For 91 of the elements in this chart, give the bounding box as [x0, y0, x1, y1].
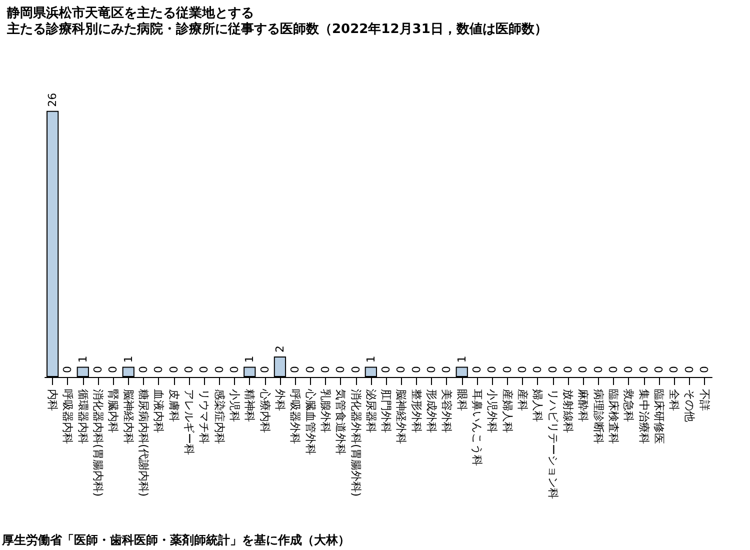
data-label: 0 — [394, 366, 408, 373]
x-tick-label: 美容外科 — [440, 389, 454, 433]
data-label: 0 — [410, 366, 423, 373]
data-label: 0 — [682, 366, 696, 373]
x-tick-label: 脳神経内科 — [122, 389, 135, 444]
data-label: 0 — [668, 366, 681, 373]
data-label: 0 — [182, 366, 196, 373]
x-tick-label: 乳腺外科 — [318, 389, 332, 433]
data-label: 0 — [152, 366, 166, 373]
data-label: 0 — [546, 366, 560, 373]
data-label: 0 — [425, 366, 438, 373]
x-tick-label: 小児科 — [228, 389, 241, 422]
x-tick-label: 形成外科 — [425, 389, 438, 433]
x-tick-label: 消化器外科(胃腸外科) — [349, 389, 362, 497]
data-label: 2 — [273, 346, 286, 353]
x-tick-label: 小児外科 — [486, 389, 499, 433]
data-label: 0 — [167, 366, 180, 373]
data-label: 1 — [455, 356, 468, 363]
data-label: 0 — [622, 366, 636, 373]
x-tick-label: 外科 — [273, 389, 286, 411]
data-label: 0 — [212, 366, 226, 373]
data-label: 0 — [486, 366, 499, 373]
x-tick-label: 肛門外科 — [380, 389, 393, 433]
data-label: 0 — [228, 366, 241, 373]
data-label: 0 — [606, 366, 620, 373]
x-tick-label: 内科 — [46, 389, 60, 411]
x-tick-label: 泌尿器科 — [364, 389, 378, 433]
x-tick-label: 放射線科 — [561, 389, 574, 433]
x-tick-label: 脳神経外科 — [394, 389, 408, 444]
data-label: 0 — [258, 366, 272, 373]
data-label: 0 — [531, 366, 544, 373]
x-tick-label: 糖尿病内科(代謝内科) — [137, 389, 150, 497]
data-label: 26 — [46, 92, 60, 107]
x-tick-label: 眼科 — [455, 389, 468, 411]
x-tick-label: 精神科 — [243, 389, 256, 422]
data-label: 0 — [288, 366, 302, 373]
data-label: 0 — [592, 366, 605, 373]
x-tick-label: 集中治療科 — [637, 389, 650, 444]
x-tick-label: 気管食道外科 — [334, 389, 348, 455]
data-label: 0 — [637, 366, 650, 373]
x-tick-label: 消化器内科(胃腸内科) — [92, 389, 105, 497]
data-label: 0 — [561, 366, 574, 373]
data-label: 1 — [122, 356, 135, 363]
data-label: 0 — [304, 366, 317, 373]
x-tick-label: アレルギー科 — [182, 389, 196, 455]
data-label: 0 — [698, 366, 711, 373]
x-tick-label: 感染症内科 — [212, 389, 226, 444]
x-tick-label: 呼吸器外科 — [288, 389, 302, 444]
x-tick-label: 心臓血管外科 — [304, 388, 317, 455]
data-label: 0 — [92, 366, 105, 373]
x-tick-label: 産婦人科 — [500, 389, 514, 433]
data-label: 1 — [76, 356, 90, 363]
x-tick-label: リウマチ科 — [198, 389, 211, 444]
data-label: 0 — [380, 366, 393, 373]
data-label: 0 — [198, 366, 211, 373]
chart-title: 静岡県浜松市天竜区を主たる従業地とする — [6, 5, 254, 21]
x-tick-label: 皮膚科 — [167, 389, 180, 422]
data-label: 0 — [334, 366, 348, 373]
chart-subtitle: 主たる診療科別にみた病院・診療所に従事する医師数（2022年12月31日，数値は医師数） — [6, 21, 548, 37]
data-label: 0 — [61, 366, 74, 373]
x-tick-label: その他 — [682, 389, 696, 422]
x-tick-label: 循環器内科 — [76, 389, 90, 444]
x-tick-label: 血液内科 — [152, 389, 166, 433]
data-label: 1 — [243, 356, 256, 363]
x-tick-label: 臨床研修医 — [652, 389, 666, 444]
x-tick-label: 麻酔科 — [576, 389, 590, 422]
data-label: 0 — [440, 366, 454, 373]
data-label: 0 — [349, 366, 362, 373]
data-label: 0 — [652, 366, 666, 373]
data-label: 0 — [470, 366, 484, 373]
x-tick-label: 呼吸器内科 — [61, 389, 74, 444]
x-tick-label: 心療内科 — [258, 388, 272, 433]
data-label: 0 — [318, 366, 332, 373]
text: 厚生労働省「医師・歯科医師・薬剤師統計」を基に作成（大林） — [1, 533, 350, 547]
data-label: 1 — [364, 356, 378, 363]
x-tick-label: 不詳 — [698, 389, 711, 411]
data-label: 0 — [500, 366, 514, 373]
x-tick-label: 臨床検査科 — [606, 389, 620, 444]
data-label: 0 — [576, 366, 590, 373]
x-tick-label: 産科 — [516, 389, 530, 411]
x-tick-label: 全科 — [668, 389, 681, 411]
x-tick-label: リハビリテーション科 — [546, 389, 560, 499]
x-tick-label: 腎臓内科 — [106, 389, 120, 433]
x-tick-label: 整形外科 — [410, 389, 423, 433]
data-label: 0 — [106, 366, 120, 373]
x-tick-label: 救急科 — [622, 388, 636, 422]
x-tick-label: 婦人科 — [531, 389, 544, 422]
x-tick-label: 耳鼻いんこう科 — [470, 389, 484, 466]
x-tick-label: 病理診断科 — [592, 389, 605, 444]
data-label: 0 — [516, 366, 530, 373]
data-label: 0 — [137, 366, 150, 373]
